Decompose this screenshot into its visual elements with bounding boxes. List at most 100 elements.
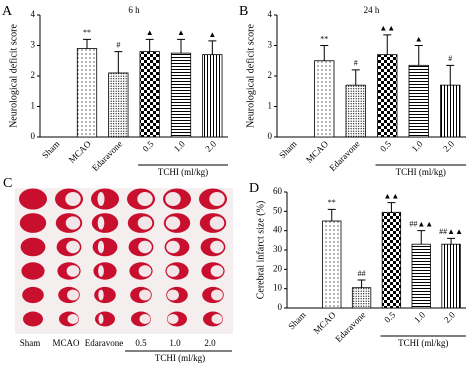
infarct (98, 289, 104, 301)
y-tick-label: 2 (31, 70, 36, 80)
x-tick-label: 0.5 (378, 138, 393, 153)
group-label: TCHI (ml/kg) (396, 167, 446, 177)
bar (381, 211, 402, 309)
error-bar (145, 38, 154, 52)
x-tick-label: 2.0 (441, 138, 456, 153)
error-bar (387, 202, 396, 213)
annotation: # (448, 54, 452, 63)
error-bar (414, 45, 423, 66)
x-tick-label: 0.5 (141, 138, 156, 153)
y-tick-label: 0 (31, 131, 36, 141)
x-tick-label: MCAO (311, 309, 338, 336)
x-tick-label: 1.0 (410, 138, 425, 153)
panel-letter: C (3, 176, 12, 191)
bar (345, 84, 366, 138)
photo-label: 2.0 (204, 338, 216, 348)
infarct (138, 240, 152, 254)
infarct (167, 289, 179, 301)
photo-label: 1.0 (169, 338, 181, 348)
infarct (138, 265, 152, 277)
brain-slice (19, 188, 47, 210)
bar (202, 54, 223, 138)
photo-label: 0.5 (135, 338, 147, 348)
x-tick-label: Sham (286, 310, 308, 332)
annotation: ##▲▲ (439, 227, 463, 236)
infarct (165, 192, 181, 206)
infarct (97, 192, 105, 206)
y-tick-label: 4 (31, 9, 36, 19)
bar (411, 243, 431, 309)
annotation: ▲▲ (383, 191, 399, 200)
bar (408, 64, 429, 138)
annotation: ▲▲ (379, 24, 395, 33)
x-tick-label: 2.0 (442, 309, 457, 324)
y-tick-label: 0 (268, 131, 273, 141)
x-tick-label: Edaravone (327, 139, 361, 173)
y-tick-label: 3 (268, 40, 273, 50)
annotation: ## (358, 269, 366, 278)
y-tick-label: 50 (273, 205, 283, 215)
annotation: ** (83, 28, 91, 37)
infarct (66, 265, 80, 277)
bar (441, 243, 461, 309)
infarct (139, 314, 151, 324)
y-axis-label: Neurological deficit score (8, 24, 19, 128)
annotation: # (116, 40, 120, 49)
bar (351, 287, 372, 309)
infarct (97, 216, 105, 230)
x-tick-label: MCAO (67, 138, 94, 165)
infarct (210, 265, 224, 277)
x-tick-label: 2.0 (203, 138, 218, 153)
infarct (166, 240, 180, 254)
x-tick-label: Sham (40, 139, 62, 161)
error-bar (327, 208, 336, 221)
error-bar (446, 64, 455, 86)
brain-slice (93, 262, 117, 280)
y-tick-label: 0 (278, 302, 283, 312)
photo (15, 188, 233, 334)
x-tick-label: 1.0 (172, 138, 187, 153)
x-tick-label: Edaravone (333, 310, 367, 344)
annotation: # (354, 59, 358, 68)
photo-label: Edaravone (85, 338, 123, 348)
infarct (98, 265, 104, 277)
y-tick-label: 2 (268, 70, 273, 80)
bar (377, 54, 398, 138)
y-tick-label: 1 (268, 101, 273, 111)
y-tick-label: 60 (273, 186, 283, 196)
infarct (97, 240, 105, 254)
infarct (209, 216, 225, 230)
y-tick-label: 10 (273, 283, 283, 293)
group-label: TCHI (ml/kg) (158, 167, 208, 177)
photo-label: MCAO (52, 338, 80, 348)
bar (314, 60, 335, 138)
x-tick-label: Edaravone (90, 139, 124, 173)
annotation: ▲ (177, 28, 185, 37)
y-tick-label: 3 (31, 40, 36, 50)
brain-slice (94, 286, 116, 304)
error-bar (114, 51, 123, 73)
annotation: ▲ (208, 30, 216, 39)
bar (440, 84, 461, 138)
bar (139, 51, 160, 138)
bar (108, 72, 129, 138)
brain-slice (95, 311, 115, 327)
infarct (137, 192, 153, 206)
error-bar (417, 230, 426, 245)
y-tick-label: 4 (268, 9, 273, 19)
brain-slice (21, 262, 45, 280)
annotation: ** (320, 34, 328, 43)
error-bar (177, 38, 185, 54)
error-bar (208, 40, 217, 55)
group-label: TCHI (ml/kg) (398, 338, 448, 348)
annotation: ** (328, 198, 336, 207)
error-bar (383, 34, 392, 55)
infarct (165, 216, 181, 230)
bar (322, 220, 342, 309)
brain-slice (91, 188, 119, 210)
chart-title: 6 h (128, 5, 140, 15)
infarct (67, 289, 79, 301)
x-tick-label: 1.0 (412, 309, 427, 324)
panel-letter: D (249, 181, 259, 196)
infarct (67, 314, 79, 324)
